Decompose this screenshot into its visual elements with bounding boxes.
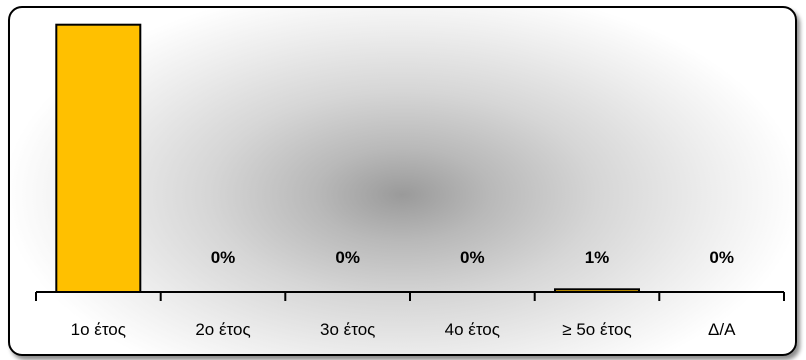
data-label-3: 0% [335,248,360,267]
category-label-6: Δ/Α [708,320,736,339]
category-label-5: ≥ 5ο έτος [562,320,631,339]
bar-1 [55,23,142,293]
category-label-4: 4ο έτος [445,320,500,339]
category-label-1: 1ο έτος [71,320,126,339]
category-label-3: 3ο έτος [320,320,375,339]
category-label-2: 2ο έτος [195,320,250,339]
data-label-5: 1% [585,248,610,267]
data-label-6: 0% [709,248,734,267]
data-label-4: 0% [460,248,485,267]
data-label-2: 0% [211,248,236,267]
